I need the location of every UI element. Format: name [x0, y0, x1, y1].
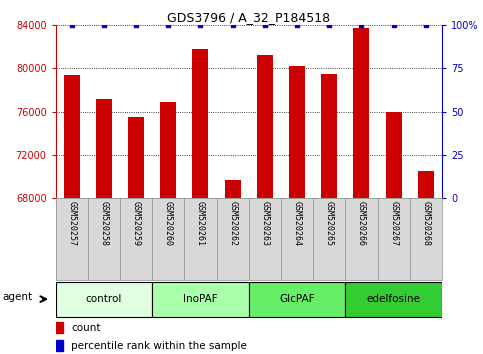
- FancyBboxPatch shape: [152, 282, 249, 316]
- Text: GlcPAF: GlcPAF: [279, 294, 315, 304]
- Bar: [225, 180, 241, 354]
- FancyBboxPatch shape: [56, 282, 152, 316]
- Point: [261, 22, 269, 28]
- Bar: [160, 102, 176, 354]
- Text: GSM520267: GSM520267: [389, 201, 398, 246]
- Text: GSM520261: GSM520261: [196, 201, 205, 246]
- Title: GDS3796 / A_32_P184518: GDS3796 / A_32_P184518: [167, 11, 330, 24]
- Point: [100, 22, 108, 28]
- Point: [68, 22, 75, 28]
- Point: [229, 22, 237, 28]
- Bar: [354, 28, 369, 354]
- Bar: [96, 98, 112, 354]
- Bar: [289, 66, 305, 354]
- Bar: [321, 74, 337, 354]
- FancyBboxPatch shape: [249, 282, 345, 316]
- Text: InoPAF: InoPAF: [183, 294, 218, 304]
- Text: GSM520259: GSM520259: [131, 201, 141, 246]
- Point: [357, 22, 365, 28]
- Point: [132, 22, 140, 28]
- Text: GSM520268: GSM520268: [421, 201, 430, 246]
- Text: GSM520262: GSM520262: [228, 201, 237, 246]
- FancyBboxPatch shape: [345, 282, 442, 316]
- Bar: [56, 340, 63, 351]
- Bar: [257, 55, 273, 354]
- Point: [164, 22, 172, 28]
- Text: agent: agent: [3, 292, 33, 302]
- Bar: [128, 117, 144, 354]
- Text: GSM520265: GSM520265: [325, 201, 334, 246]
- Bar: [418, 171, 434, 354]
- Bar: [56, 322, 63, 333]
- Point: [197, 22, 204, 28]
- Bar: [385, 112, 402, 354]
- Point: [422, 22, 430, 28]
- Text: GSM520263: GSM520263: [260, 201, 270, 246]
- Text: GSM520266: GSM520266: [357, 201, 366, 246]
- Text: GSM520264: GSM520264: [293, 201, 301, 246]
- Text: GSM520258: GSM520258: [99, 201, 108, 246]
- Bar: [192, 48, 209, 354]
- Point: [390, 22, 398, 28]
- Text: GSM520260: GSM520260: [164, 201, 173, 246]
- Text: control: control: [85, 294, 122, 304]
- Point: [326, 22, 333, 28]
- Text: GSM520257: GSM520257: [67, 201, 76, 246]
- Bar: [64, 75, 80, 354]
- Point: [293, 22, 301, 28]
- Text: edelfosine: edelfosine: [367, 294, 421, 304]
- Text: percentile rank within the sample: percentile rank within the sample: [71, 341, 247, 350]
- Text: count: count: [71, 323, 100, 333]
